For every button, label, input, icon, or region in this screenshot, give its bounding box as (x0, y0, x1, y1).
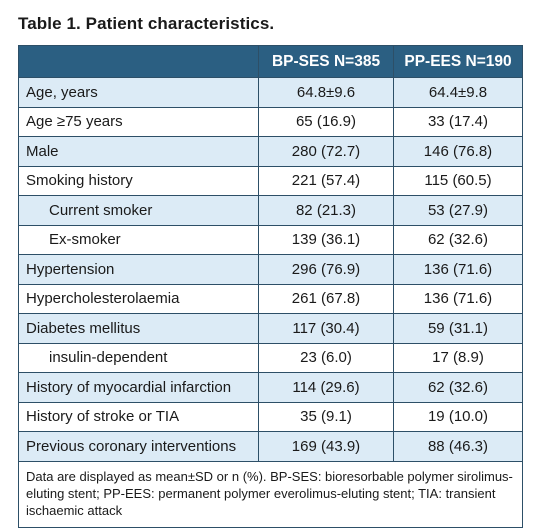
value-pp-ees: 62 (32.6) (393, 372, 523, 403)
value-pp-ees: 59 (31.1) (393, 313, 523, 344)
value-pp-ees: 33 (17.4) (393, 106, 523, 137)
row-label: History of myocardial infarction (18, 372, 259, 403)
row-label: Hypertension (18, 254, 259, 285)
table-row: Hypertension 296 (76.9) 136 (71.6) (18, 254, 523, 285)
row-label: Smoking history (18, 165, 259, 196)
table-footnote: Data are displayed as mean±SD or n (%). … (18, 460, 523, 528)
value-pp-ees: 136 (71.6) (393, 254, 523, 285)
row-label: Age ≥75 years (18, 106, 259, 137)
table-row: Age ≥75 years 65 (16.9) 33 (17.4) (18, 106, 523, 137)
value-bp-ses: 65 (16.9) (258, 106, 394, 137)
value-pp-ees: 53 (27.9) (393, 195, 523, 226)
value-bp-ses: 82 (21.3) (258, 195, 394, 226)
table-row: Age, years 64.8±9.6 64.4±9.8 (18, 77, 523, 108)
header-row: BP-SES N=385 PP-EES N=190 (18, 45, 523, 78)
table-row: Ex-smoker 139 (36.1) 62 (32.6) (18, 224, 523, 255)
value-pp-ees: 115 (60.5) (393, 165, 523, 196)
row-label: Current smoker (18, 195, 259, 226)
table-row: History of stroke or TIA 35 (9.1) 19 (10.0… (18, 401, 523, 432)
table-row: History of myocardial infarction 114 (29.… (18, 372, 523, 403)
value-pp-ees: 88 (46.3) (393, 431, 523, 462)
value-pp-ees: 19 (10.0) (393, 401, 523, 432)
row-label: Hypercholesterolaemia (18, 283, 259, 314)
row-label: History of stroke or TIA (18, 401, 259, 432)
table-title: Table 1. Patient characteristics. (18, 14, 275, 33)
table-row: Current smoker 82 (21.3) 53 (27.9) (18, 195, 523, 226)
value-pp-ees: 64.4±9.8 (393, 77, 523, 108)
table-row: Smoking history 221 (57.4) 115 (60.5) (18, 165, 523, 196)
value-bp-ses: 296 (76.9) (258, 254, 394, 285)
value-pp-ees: 62 (32.6) (393, 224, 523, 255)
row-label: Diabetes mellitus (18, 313, 259, 344)
value-pp-ees: 17 (8.9) (393, 342, 523, 373)
patient-characteristics-table: BP-SES N=385 PP-EES N=190 Age, years 64.8… (18, 45, 523, 528)
value-pp-ees: 136 (71.6) (393, 283, 523, 314)
header-bp-ses: BP-SES N=385 (258, 45, 394, 78)
header-blank-cell (18, 45, 259, 78)
table-row: insulin-dependent 23 (6.0) 17 (8.9) (18, 342, 523, 373)
table-row: Diabetes mellitus 117 (30.4) 59 (31.1) (18, 313, 523, 344)
value-bp-ses: 64.8±9.6 (258, 77, 394, 108)
row-label: Previous coronary interventions (18, 431, 259, 462)
row-label: insulin-dependent (18, 342, 259, 373)
table-row: Hypercholesterolaemia 261 (67.8) 136 (71.6… (18, 283, 523, 314)
row-label: Ex-smoker (18, 224, 259, 255)
value-bp-ses: 280 (72.7) (258, 136, 394, 167)
footnote-row: Data are displayed as mean±SD or n (%). … (18, 460, 523, 528)
row-label: Age, years (18, 77, 259, 108)
value-bp-ses: 114 (29.6) (258, 372, 394, 403)
value-bp-ses: 169 (43.9) (258, 431, 394, 462)
value-pp-ees: 146 (76.8) (393, 136, 523, 167)
header-pp-ees: PP-EES N=190 (393, 45, 523, 78)
table-row: Previous coronary interventions 169 (43.9… (18, 431, 523, 462)
value-bp-ses: 117 (30.4) (258, 313, 394, 344)
table-row: Male 280 (72.7) 146 (76.8) (18, 136, 523, 167)
value-bp-ses: 23 (6.0) (258, 342, 394, 373)
row-label: Male (18, 136, 259, 167)
value-bp-ses: 221 (57.4) (258, 165, 394, 196)
value-bp-ses: 139 (36.1) (258, 224, 394, 255)
value-bp-ses: 35 (9.1) (258, 401, 394, 432)
value-bp-ses: 261 (67.8) (258, 283, 394, 314)
